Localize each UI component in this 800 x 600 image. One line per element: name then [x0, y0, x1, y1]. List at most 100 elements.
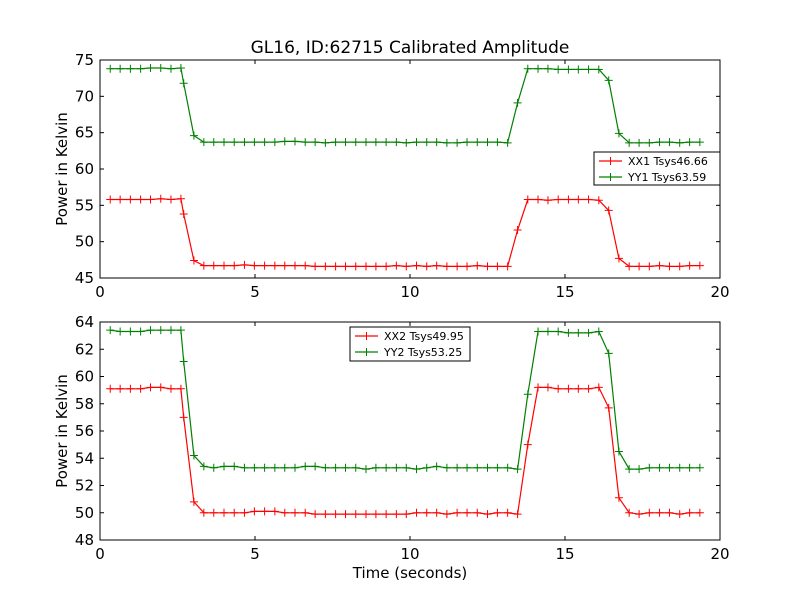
data-point [625, 508, 634, 517]
y-tick-label: 50 [75, 504, 94, 522]
data-point [675, 463, 684, 472]
data-point [106, 195, 115, 204]
data-point [220, 508, 228, 517]
data-point [260, 507, 269, 516]
data-point [422, 508, 431, 517]
data-point [156, 383, 165, 392]
data-point [106, 326, 115, 335]
data-point [655, 261, 664, 270]
data-point [432, 462, 441, 471]
data-point [351, 510, 360, 519]
data-point [442, 138, 451, 147]
data-point [473, 138, 482, 147]
data-point [199, 261, 208, 270]
data-point [392, 510, 401, 519]
y-tick-label: 64 [75, 313, 94, 331]
y-tick-label: 65 [75, 124, 94, 142]
legend-swatch-marker [362, 348, 371, 356]
data-point [584, 384, 593, 393]
data-point [402, 463, 411, 472]
data-point [290, 261, 299, 270]
data-point [280, 261, 289, 270]
x-tick-label: 20 [710, 283, 729, 301]
data-point [513, 98, 522, 107]
data-point [655, 138, 664, 147]
data-point [534, 327, 543, 336]
data-point [614, 493, 623, 502]
data-point [311, 462, 320, 471]
data-point [685, 508, 694, 517]
data-point [685, 463, 694, 472]
data-point [604, 349, 613, 358]
data-point [382, 463, 391, 472]
data-point [199, 138, 208, 147]
data-point [564, 384, 573, 393]
data-point [382, 510, 391, 519]
data-point [675, 262, 684, 271]
data-point [311, 262, 320, 271]
data-point [625, 465, 634, 474]
data-point [270, 261, 279, 270]
data-point [250, 261, 259, 270]
data-point [412, 508, 421, 517]
data-point [199, 508, 208, 517]
data-point [260, 138, 269, 147]
data-point [301, 138, 310, 147]
data-point [220, 138, 228, 147]
data-point [301, 462, 310, 471]
data-point [655, 463, 664, 472]
data-point [126, 327, 135, 336]
data-point [584, 195, 593, 204]
y-tick-label: 48 [75, 531, 94, 549]
data-point [260, 261, 269, 270]
legend: XX1 Tsys46.66 YY1 Tsys63.59 [593, 151, 721, 186]
data-point [473, 463, 482, 472]
data-point [209, 138, 218, 147]
data-point [453, 138, 462, 147]
data-point [402, 138, 411, 147]
legend-box [593, 151, 721, 186]
data-point [361, 465, 370, 474]
series-yy-line [106, 326, 704, 474]
data-point [574, 65, 583, 74]
top-panel: 0 5 10 15 20 45 50 55 60 65 70 75 Power in Kelvin XX1… [53, 51, 730, 301]
data-point [311, 510, 320, 519]
data-point [209, 508, 218, 517]
x-tick-label: 5 [250, 545, 260, 563]
data-point [156, 194, 165, 203]
data-point [554, 195, 563, 204]
x-axis-label: Time (seconds) [352, 564, 468, 582]
legend: XX2 Tsys49.95 YY2 Tsys53.25 [349, 326, 471, 362]
data-point [483, 138, 492, 147]
data-point [453, 463, 462, 472]
data-point [331, 463, 340, 472]
data-point [209, 261, 218, 270]
legend-swatch-marker [362, 332, 371, 340]
data-point [523, 64, 532, 73]
legend-entry-label: YY2 Tsys53.25 [383, 346, 462, 359]
data-point [189, 131, 198, 140]
data-point [402, 262, 411, 271]
data-point [156, 63, 165, 72]
data-point [422, 463, 431, 472]
data-point [513, 510, 522, 519]
data-point [240, 138, 249, 147]
data-point [176, 326, 185, 335]
data-point [645, 508, 654, 517]
data-point [341, 138, 350, 147]
x-tick-label: 10 [400, 545, 419, 563]
data-point [146, 195, 155, 204]
data-point [442, 463, 451, 472]
data-point [543, 64, 552, 73]
data-point [453, 262, 462, 271]
data-point [594, 327, 603, 336]
data-point [351, 138, 360, 147]
data-point [534, 383, 543, 392]
data-point [392, 261, 401, 270]
y-tick-label: 50 [75, 233, 94, 251]
data-point [655, 508, 664, 517]
data-point [543, 327, 552, 336]
data-point [240, 463, 249, 472]
data-point [463, 262, 472, 271]
